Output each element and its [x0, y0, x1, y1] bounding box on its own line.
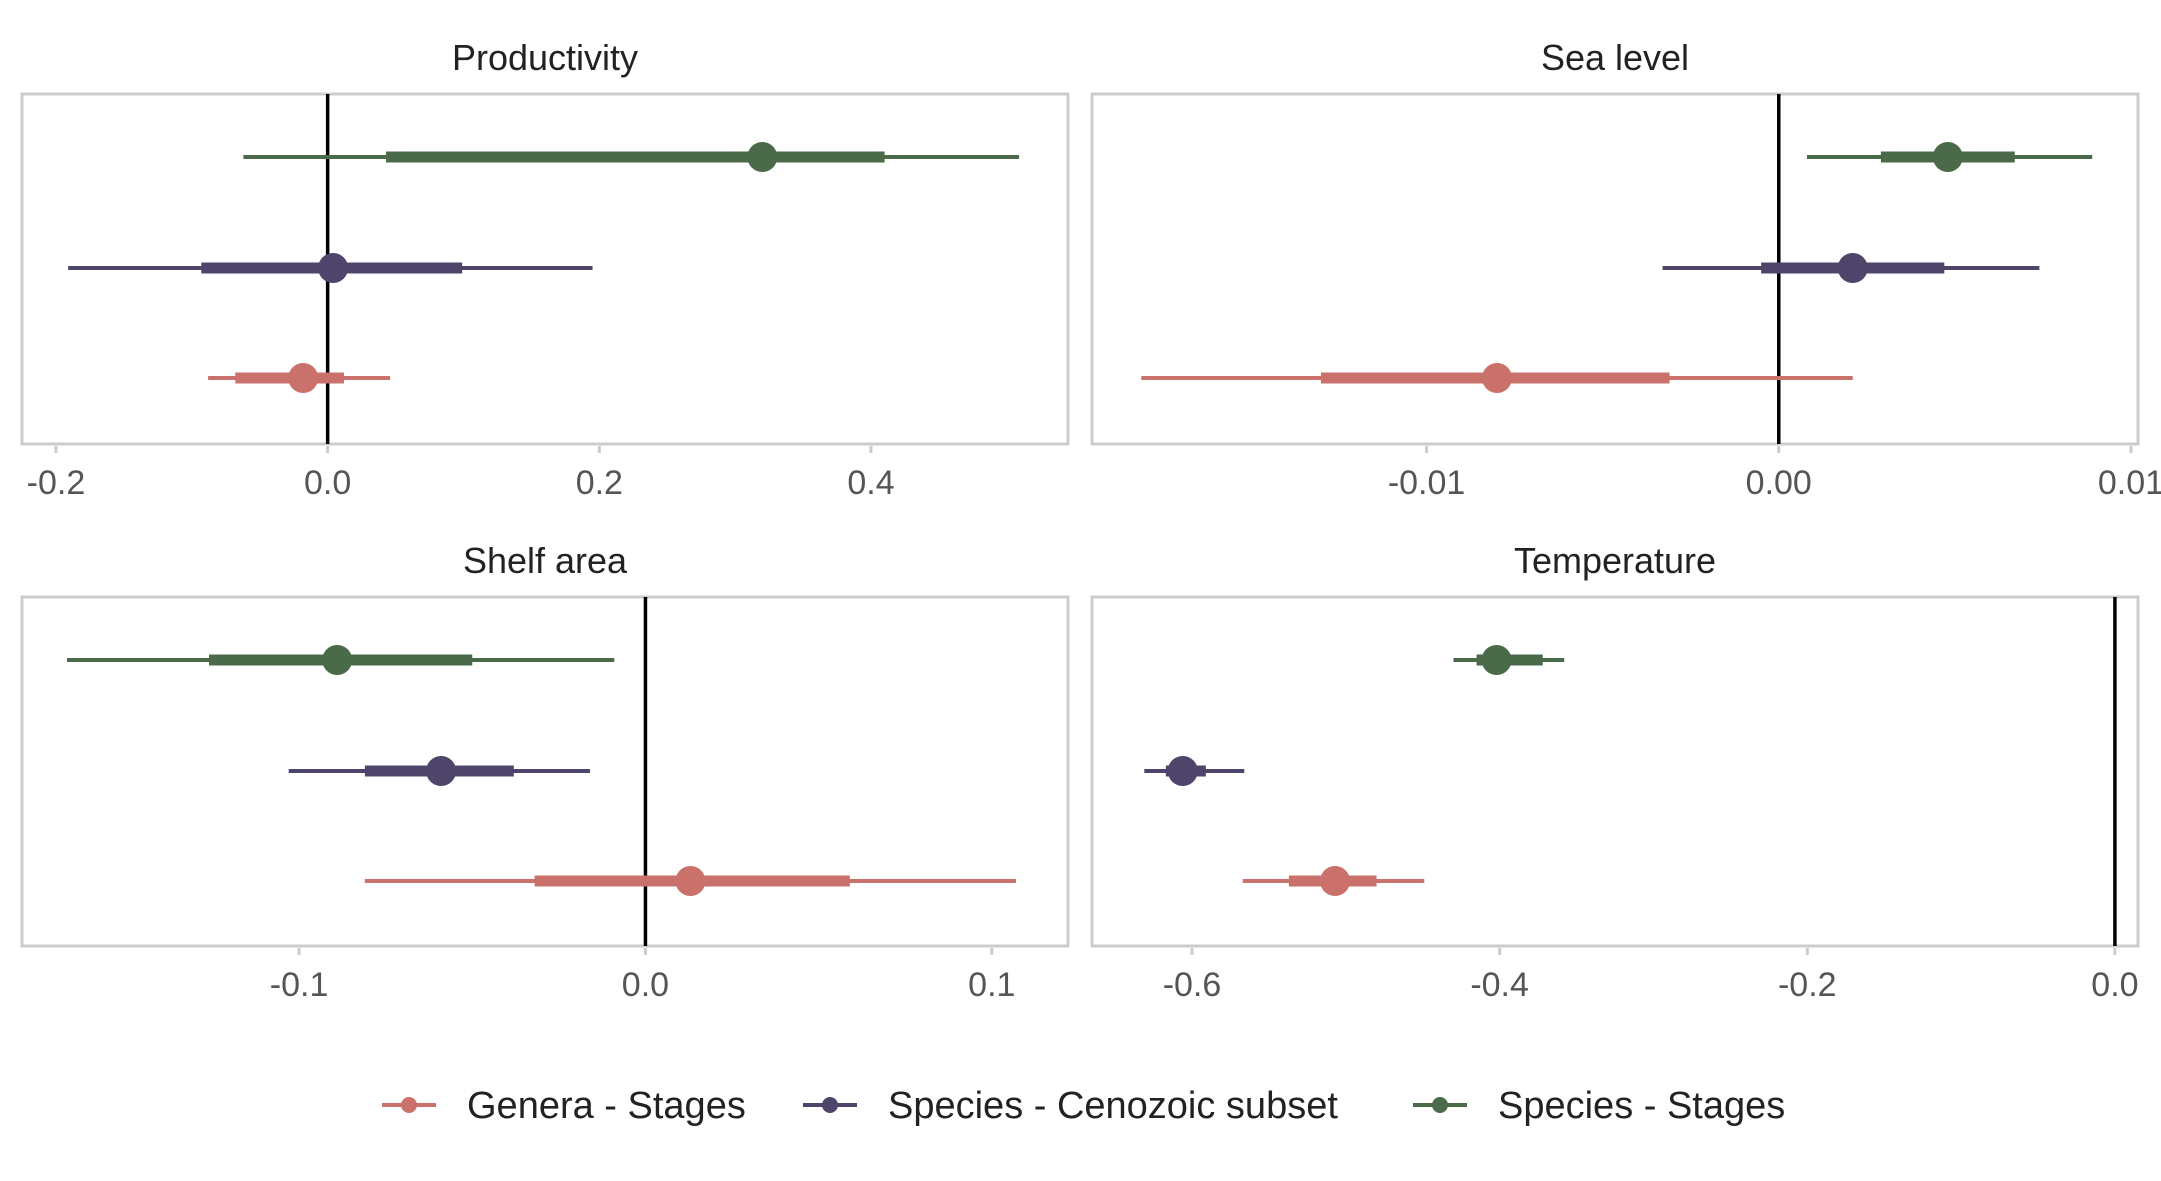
legend-label: Species - Cenozoic subset [888, 1085, 1338, 1127]
point-estimate [1320, 866, 1351, 896]
interval-species-cenozoic-subset [1144, 756, 1245, 786]
x-tick-label: -0.1 [270, 966, 329, 1004]
panel-temperature: Temperature -0.6 -0.4 -0.2 0.0 [1090, 540, 2140, 1004]
interval-species-stages [67, 645, 615, 675]
x-tick-label: -0.01 [1388, 464, 1466, 502]
legend-key-point [401, 1097, 417, 1113]
legend-item: Species - Stages [1413, 1085, 1785, 1127]
panels-layer: Productivity -0.2 0.0 0.2 0.4 Sea level -0.01 0… [20, 37, 2161, 1004]
x-tick-label: 0.1 [968, 966, 1015, 1004]
panel-shelf-area: Shelf area -0.1 0.0 0.1 [20, 540, 1070, 1004]
interval-species-cenozoic-subset [68, 253, 593, 283]
panel-productivity: Productivity -0.2 0.0 0.2 0.4 [20, 37, 1070, 502]
point-estimate [675, 866, 706, 896]
interval-species-stages [243, 142, 1020, 172]
legend-label: Species - Stages [1498, 1085, 1785, 1127]
x-tick-label: -0.4 [1470, 966, 1529, 1004]
legend-key-point [822, 1097, 838, 1113]
legend-label: Genera - Stages [467, 1085, 746, 1127]
interval-species-cenozoic-subset [1662, 253, 2040, 283]
interval-species-cenozoic-subset [288, 756, 591, 786]
interval-genera-stages [208, 363, 391, 393]
point-estimate [1482, 363, 1513, 393]
interval-species-stages [1453, 645, 1565, 675]
point-estimate [426, 756, 457, 786]
interval-genera-stages [1242, 866, 1425, 896]
point-estimate [322, 645, 353, 675]
interval-species-stages [1806, 142, 2093, 172]
x-tick-label: 0.0 [304, 464, 351, 502]
panel-title: Temperature [1514, 540, 1716, 581]
point-estimate [1167, 756, 1198, 786]
x-tick-label: -0.2 [1778, 966, 1837, 1004]
point-estimate [747, 142, 778, 172]
panel-title: Shelf area [463, 540, 628, 581]
panel-sea-level: Sea level -0.01 0.00 0.01 [1090, 37, 2161, 502]
point-estimate [1932, 142, 1963, 172]
legend-item: Species - Cenozoic subset [803, 1085, 1338, 1127]
legend-item: Genera - Stages [382, 1085, 746, 1127]
x-tick-label: 0.0 [2091, 966, 2138, 1004]
interval-genera-stages [364, 866, 1017, 896]
x-tick-label: 0.0 [622, 966, 669, 1004]
point-estimate [318, 253, 349, 283]
x-tick-label: 0.01 [2098, 464, 2161, 502]
panel-border [20, 595, 1070, 948]
panel-border [1090, 595, 2140, 948]
point-estimate [288, 363, 319, 393]
x-tick-label: 0.4 [847, 464, 894, 502]
point-estimate [1837, 253, 1868, 283]
legend-key-point [1432, 1097, 1448, 1113]
interval-genera-stages [1141, 363, 1853, 393]
x-tick-label: 0.00 [1746, 464, 1812, 502]
x-tick-label: -0.2 [27, 464, 86, 502]
panel-border [1090, 92, 2140, 446]
panel-title: Productivity [452, 37, 638, 78]
panel-title: Sea level [1541, 37, 1689, 78]
point-estimate [1481, 645, 1512, 675]
panel-border [20, 92, 1070, 446]
x-tick-label: 0.2 [576, 464, 623, 502]
legend: Genera - Stages Species - Cenozoic subset… [382, 1085, 1785, 1127]
x-tick-label: -0.6 [1163, 966, 1222, 1004]
